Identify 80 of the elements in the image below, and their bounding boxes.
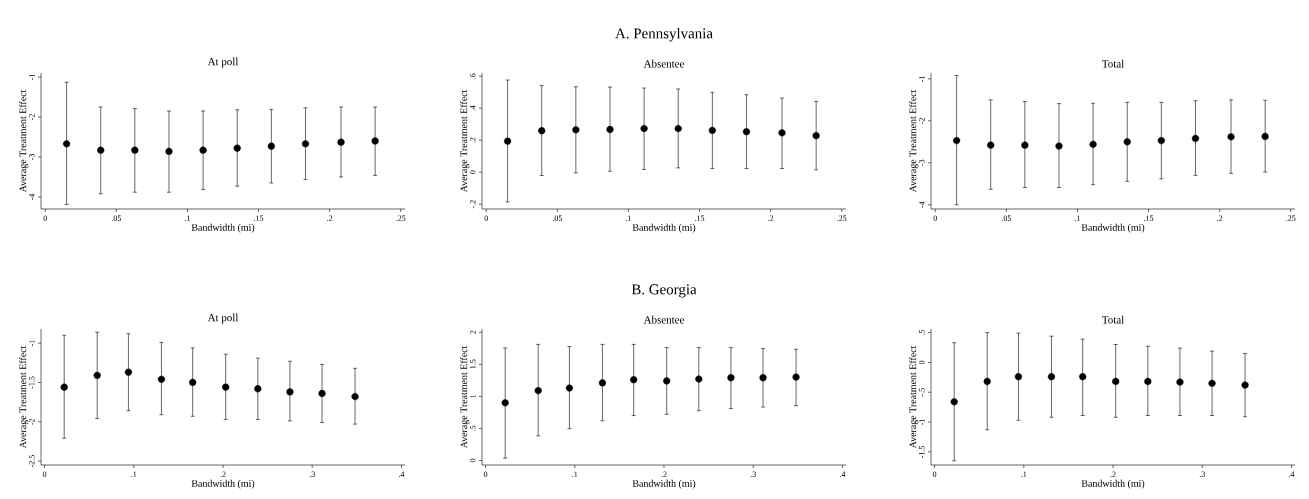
point	[504, 137, 512, 145]
x-axis-title: Bandwidth (mi)	[1081, 479, 1145, 489]
point	[1241, 381, 1249, 389]
chart-title: Total	[1102, 59, 1124, 68]
point	[93, 371, 101, 379]
point	[222, 383, 230, 391]
point	[1144, 377, 1152, 386]
point	[501, 399, 509, 407]
point	[318, 389, 326, 398]
point	[124, 368, 133, 376]
point	[60, 383, 68, 391]
point	[1261, 132, 1269, 140]
chart-title: At poll	[207, 57, 239, 68]
point	[1079, 373, 1087, 381]
y-axis-title: Average Treatment Effect	[19, 89, 29, 193]
point	[1208, 379, 1216, 387]
point	[1089, 140, 1097, 148]
x-axis-title: Bandwidth (mi)	[191, 479, 255, 489]
point	[598, 379, 607, 387]
point	[778, 129, 786, 137]
point	[1112, 377, 1120, 386]
chart-title: Absentee	[643, 315, 685, 324]
point	[792, 373, 800, 381]
y-axis-title: Average Treatment Effect	[909, 345, 919, 449]
point	[286, 388, 294, 396]
point	[337, 138, 345, 146]
text: B. Georgia	[631, 284, 697, 298]
point	[165, 147, 173, 155]
point	[538, 127, 546, 135]
point	[630, 376, 638, 384]
text: A. Pennsylvania	[615, 27, 713, 42]
point	[606, 125, 614, 134]
point	[640, 124, 648, 133]
point	[267, 142, 275, 150]
point	[674, 124, 682, 133]
point	[983, 377, 991, 386]
chart-title: Total	[1102, 315, 1124, 324]
point	[1021, 141, 1029, 149]
chart-title: Absentee	[643, 59, 685, 68]
x-axis-title: Bandwidth (mi)	[632, 479, 696, 489]
point	[1055, 142, 1063, 150]
point	[534, 387, 542, 395]
point	[254, 385, 262, 393]
point	[199, 146, 207, 154]
point	[1014, 373, 1023, 381]
point	[1047, 373, 1056, 381]
point	[301, 140, 310, 148]
point	[987, 141, 995, 149]
point	[131, 146, 139, 154]
point	[97, 146, 105, 154]
point	[371, 137, 379, 145]
point	[953, 136, 961, 145]
point	[950, 398, 958, 406]
point	[812, 132, 820, 140]
point	[565, 384, 574, 392]
y-axis-title: Average Treatment Effect	[909, 89, 919, 193]
y-axis-title: Average Treatment Effect	[460, 89, 470, 193]
point	[695, 375, 703, 383]
x-axis-title: Bandwidth (mi)	[191, 223, 255, 233]
point	[189, 378, 197, 387]
point	[157, 375, 166, 383]
x-axis-title: Bandwidth (mi)	[632, 223, 696, 233]
point	[742, 128, 751, 136]
chart-title: At poll	[207, 313, 239, 324]
point	[1227, 133, 1235, 141]
point	[759, 374, 767, 382]
point	[572, 126, 580, 134]
x-axis-title: Bandwidth (mi)	[1081, 223, 1145, 233]
point	[1123, 138, 1131, 146]
point	[1157, 136, 1165, 145]
point	[351, 393, 359, 401]
point	[708, 126, 716, 135]
y-axis-title: Average Treatment Effect	[460, 345, 470, 449]
point	[727, 374, 735, 382]
point	[233, 144, 241, 152]
point	[1176, 378, 1184, 386]
point	[63, 140, 71, 148]
point	[663, 377, 671, 385]
y-axis-title: Average Treatment Effect	[19, 345, 29, 449]
point	[1191, 134, 1200, 143]
